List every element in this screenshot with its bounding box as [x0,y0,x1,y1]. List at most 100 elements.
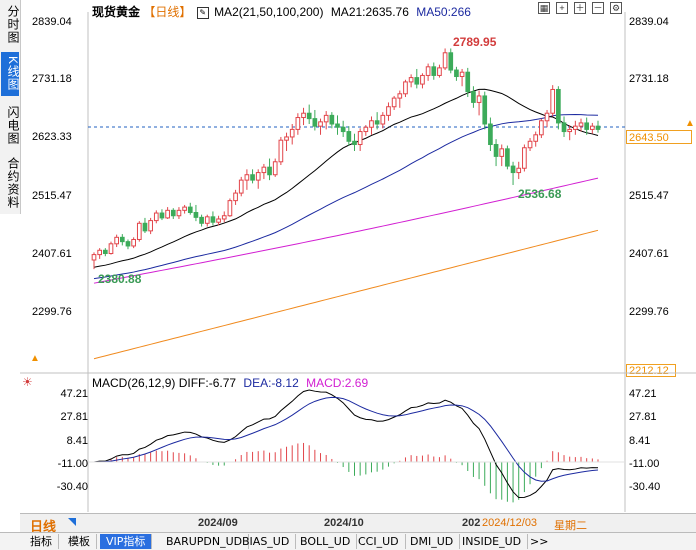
period-button[interactable]: 日线 [30,519,57,534]
macd-settings-icon[interactable]: ☀ [22,375,33,389]
macd-diff-line [93,389,599,499]
tab-dmi[interactable]: DMI_UD [404,534,461,549]
candle-body [595,125,601,130]
candle-body [578,122,584,127]
candle-body [318,121,323,127]
candle-body [102,249,108,255]
candle-body [323,114,329,123]
settings-icon[interactable]: ⚙ [610,2,622,14]
candle-body [516,167,522,174]
candle-body [573,125,578,130]
tab-cci[interactable]: CCI_UD [352,534,406,549]
price-axis-right-5: 2299.76 [629,306,669,318]
view-tabs: 分时图 K线图 闪电图 合约资料 [0,0,21,214]
candle-body [556,88,561,124]
candle-body [204,216,210,224]
candle-body [363,126,369,133]
candle-body [374,120,380,125]
candle-body [261,166,267,174]
zoom-out-icon[interactable]: － [592,2,604,14]
macd-dea: DEA:-8.12 [243,376,299,390]
candle-body [250,174,255,181]
tab-indicator[interactable]: 指标 [24,534,59,549]
candle-body [244,174,250,181]
zoom-in-icon[interactable]: ＋ [574,2,586,14]
candle-body [210,216,216,223]
candle-body [278,139,284,163]
macd-axis-left-3: -11.00 [57,458,88,470]
candle-body [340,126,346,133]
cursor-weekday: 星期二 [554,520,587,532]
tab-timeshare[interactable]: 分时图 [6,4,20,44]
macd-dea-line [93,396,599,482]
grid-icon[interactable]: ▦ [538,2,550,14]
candle-body [386,106,391,116]
tab-inside[interactable]: INSIDE_UD [456,534,529,549]
crosshair-icon[interactable]: + [556,2,568,14]
tab-vip-indicator[interactable]: VIP指标 [100,534,153,549]
candle-body [301,112,306,119]
candle-body [289,128,295,138]
candle-body [584,122,590,130]
macd-label: MACD(26,12,9) [92,376,176,390]
tab-barupdn[interactable]: BARUPDN_UD [160,534,250,549]
candle-body [510,165,516,174]
ma-settings-icon[interactable]: ✎ [196,6,209,19]
period-label[interactable]: 【日线】 [143,5,192,19]
tab-flash[interactable]: 闪电图 [6,105,20,145]
price-axis-left-1: 2731.18 [32,73,72,85]
candle-body [329,114,335,125]
tab-contract-info[interactable]: 合约资料 [6,157,20,209]
candle-body [567,128,573,133]
candle-body [476,95,482,103]
candle-body [465,71,471,93]
candle-body [312,118,318,127]
arrow-up-icon: ▲ [30,353,40,364]
candle-body [255,172,261,181]
candle-body [148,220,153,232]
candle-body [437,67,442,76]
candle-body [352,140,357,146]
candle-body [408,77,414,83]
tab-kline[interactable]: K线图 [1,52,20,96]
candle-body [471,91,476,103]
macd-value: MACD:2.69 [306,376,369,390]
candle-body [199,216,204,224]
more-tabs-button[interactable]: >> [530,535,549,548]
tab-template[interactable]: 模板 [62,534,97,549]
candle-body [403,81,408,95]
arrow-up-icon: ▲ [685,118,695,129]
ma50-line [93,114,599,280]
candle-body [544,112,550,122]
indicator-tab-bar: 指标 模板 VIP指标 BARUPDN_UD BIAS_UD BOLL_UD C… [0,532,696,550]
candle-body [397,93,403,99]
window-controls: ▦ + ＋ － ⚙ [538,2,622,14]
macd-axis-right-2: 8.41 [629,435,651,447]
candle-body [97,249,103,256]
price-axis-right-4: 2407.61 [629,248,669,260]
candle-body [448,52,454,71]
price-axis-left-0: 2839.04 [32,16,72,28]
macd-axis-right-3: -11.00 [629,458,660,470]
tab-boll[interactable]: BOLL_UD [294,534,358,549]
candle-body [306,112,312,120]
macd-axis-left-4: -30.40 [56,481,88,493]
candle-body [589,125,595,130]
tab-bias[interactable]: BIAS_UD [236,534,297,549]
candle-body [153,212,159,222]
ma21-value: MA21:2635.76 [330,5,409,19]
candle-body [108,243,114,255]
price-axis-right-0: 2839.04 [629,16,669,28]
candle-body [522,147,527,169]
price-axis-left-4: 2407.61 [32,248,72,260]
price-axis-left-5: 2299.76 [32,306,72,318]
candle-body [238,179,244,194]
candle-body [119,236,125,243]
macd-axis-left-1: 27.81 [60,411,88,423]
ma50-value: MA50:266 [416,5,471,19]
candle-body [550,88,556,114]
candle-body [216,218,221,223]
candle-body [493,144,499,157]
time-label-sep: 2024/09 [198,517,238,529]
